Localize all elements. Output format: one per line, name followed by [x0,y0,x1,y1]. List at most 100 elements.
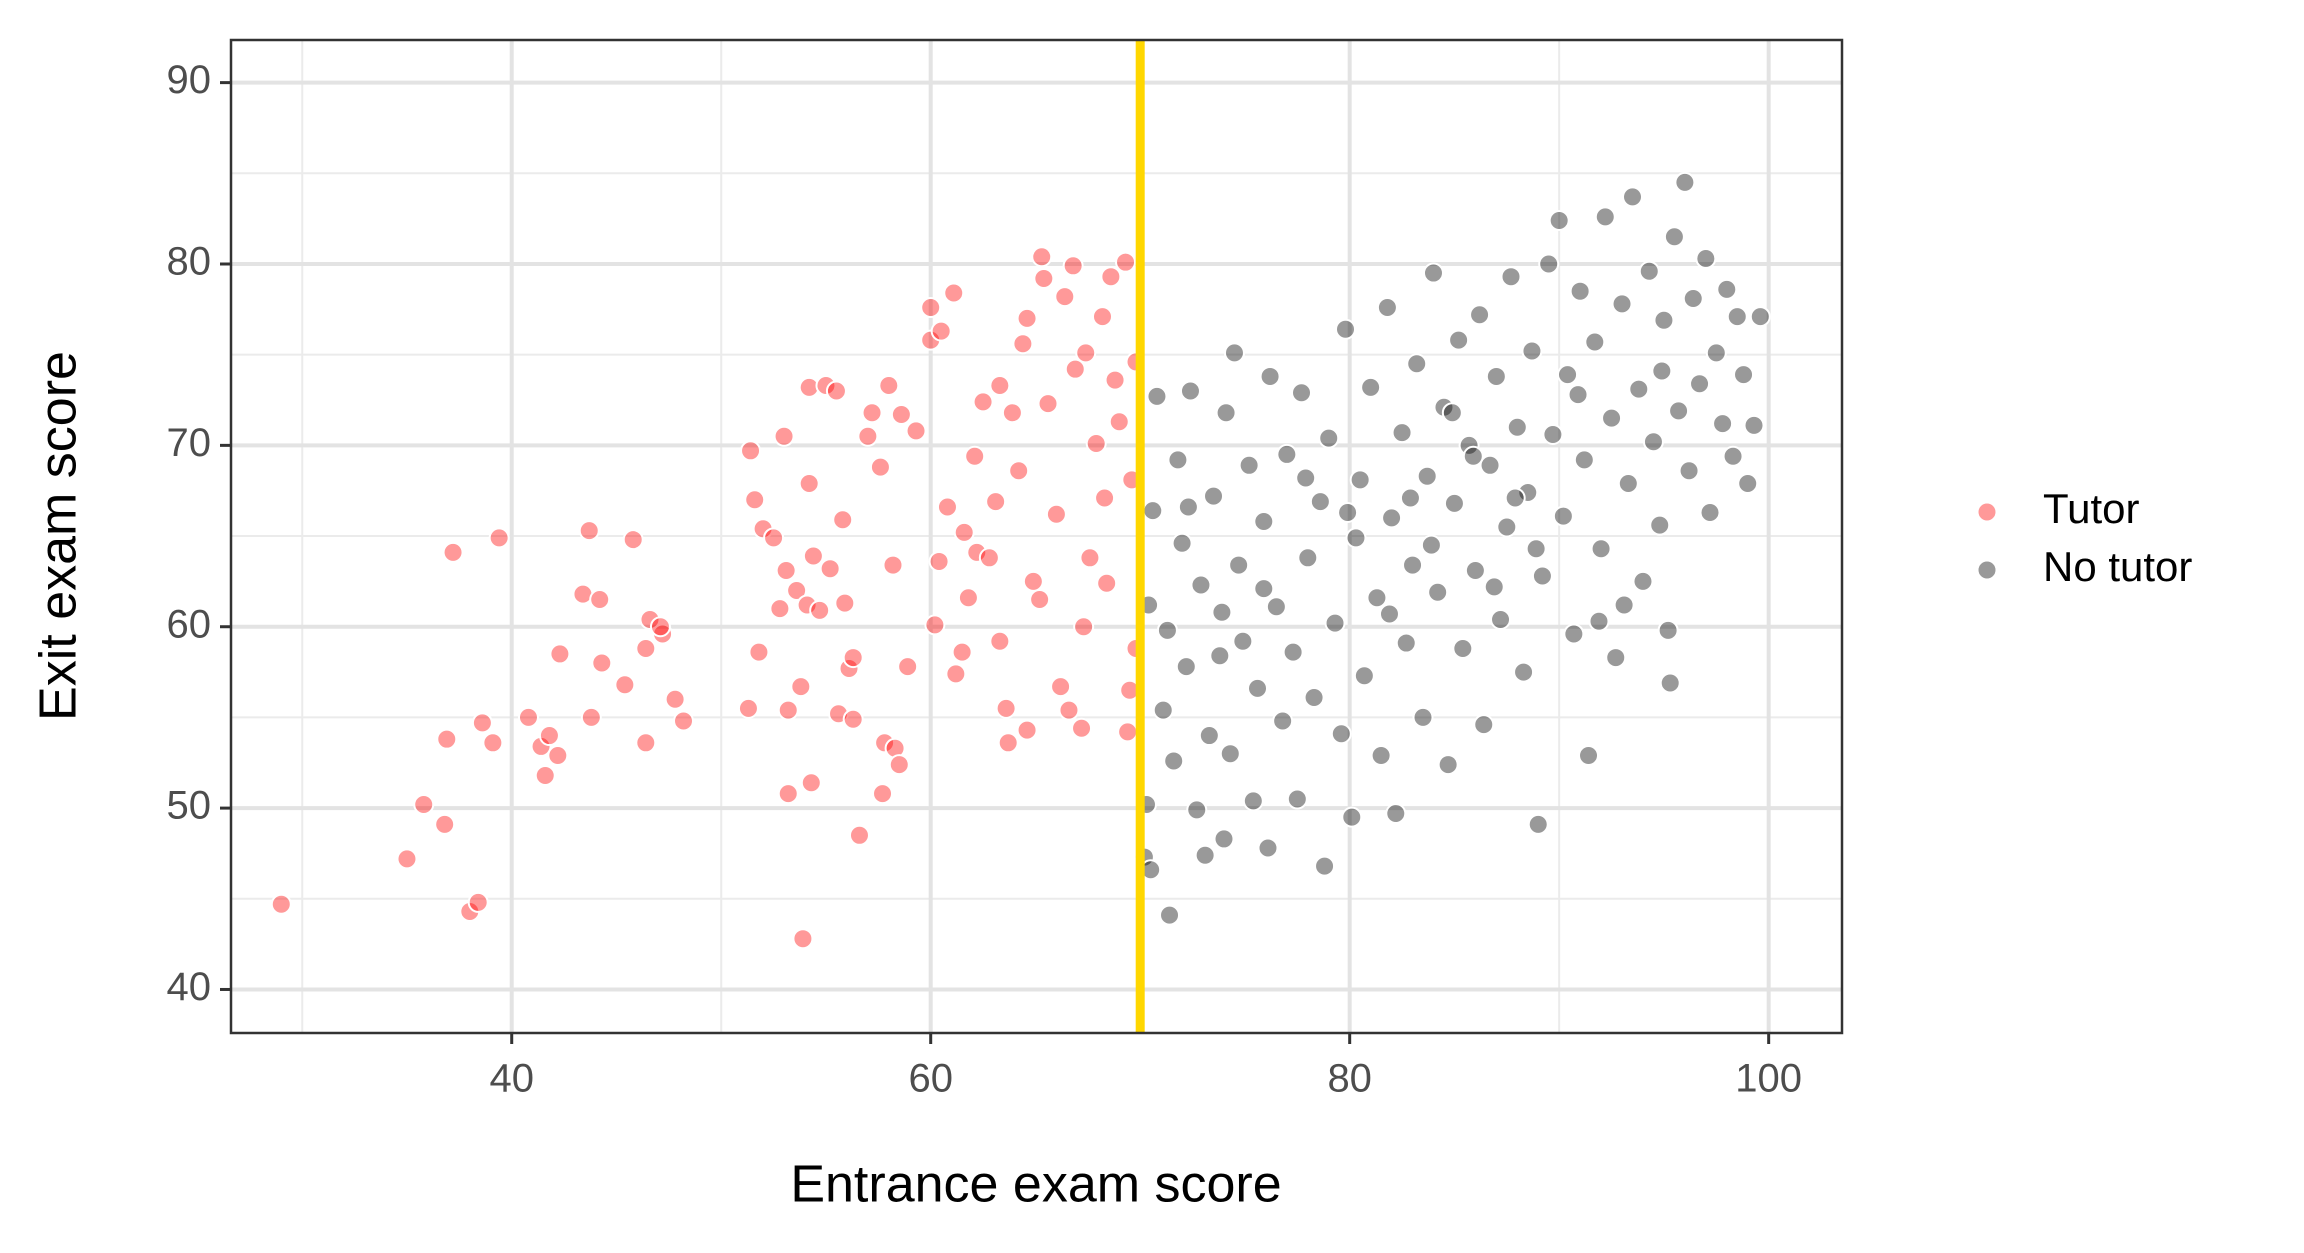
point [1712,413,1734,435]
point [442,541,464,563]
point [270,893,292,915]
point [1699,501,1721,523]
point [943,282,965,304]
point [1295,467,1317,489]
point [1651,360,1673,382]
point [1211,601,1233,623]
point [989,375,1011,397]
point [1215,402,1237,424]
point [834,592,856,614]
point [639,608,661,630]
point [635,732,657,754]
point [1104,369,1126,391]
point [1079,547,1101,569]
point [848,824,870,846]
point [1622,186,1644,208]
point [777,699,799,721]
point [936,496,958,518]
point [1437,754,1459,776]
point [1573,449,1595,471]
legend-label: Tutor [2043,485,2139,532]
point [1395,632,1417,654]
point [1737,472,1759,494]
point [1085,433,1107,455]
y-tick-label: 70 [167,421,212,465]
point [798,472,820,494]
point [1427,581,1449,603]
point [930,320,952,342]
point [1381,507,1403,529]
point [1291,382,1313,404]
point [957,587,979,609]
point [482,732,504,754]
legend-marker [1976,501,1998,523]
point [819,558,841,580]
point [798,376,820,398]
point [1469,304,1491,326]
point [1632,570,1654,592]
point [945,663,967,685]
point [1531,565,1553,587]
point [861,402,883,424]
point [1345,527,1367,549]
point [1611,293,1633,315]
point [1096,572,1118,594]
y-tick-label: 60 [167,602,212,646]
point [649,616,671,638]
y-tick-label: 90 [167,58,212,102]
point [1674,171,1696,193]
point [1008,460,1030,482]
point [1376,297,1398,319]
point [1022,570,1044,592]
point [1012,333,1034,355]
point [1071,717,1093,739]
point [1370,745,1392,767]
point [1657,619,1679,641]
point [635,637,657,659]
point [413,793,435,815]
point [1628,378,1650,400]
point [517,706,539,728]
point [1190,574,1212,596]
point [549,643,571,665]
point [1286,788,1308,810]
point [825,380,847,402]
point [1663,226,1685,248]
point [1412,706,1434,728]
point [1179,380,1201,402]
point [1733,364,1755,386]
point [1617,472,1639,494]
point [995,697,1017,719]
point [985,491,1007,513]
point [1649,514,1671,536]
point [589,589,611,611]
point [396,848,418,870]
point [924,614,946,636]
point [1653,309,1675,331]
point [997,732,1019,754]
point [1659,672,1681,694]
point [1590,538,1612,560]
point [737,697,759,719]
point [1500,266,1522,288]
point [578,520,600,542]
point [1050,676,1072,698]
x-tick-label: 60 [908,1057,953,1101]
point [1485,365,1507,387]
point [1309,491,1331,513]
point [1108,411,1130,433]
point [1458,434,1480,456]
point [1198,725,1220,747]
point [1349,469,1371,491]
point [1054,286,1076,308]
point [1330,723,1352,745]
point [964,445,986,467]
point [1506,416,1528,438]
y-axis-title: Exit exam score [30,351,88,721]
point [1253,511,1275,533]
point [890,404,912,426]
point [534,764,556,786]
point [878,375,900,397]
point [434,813,456,835]
point [1115,251,1137,273]
